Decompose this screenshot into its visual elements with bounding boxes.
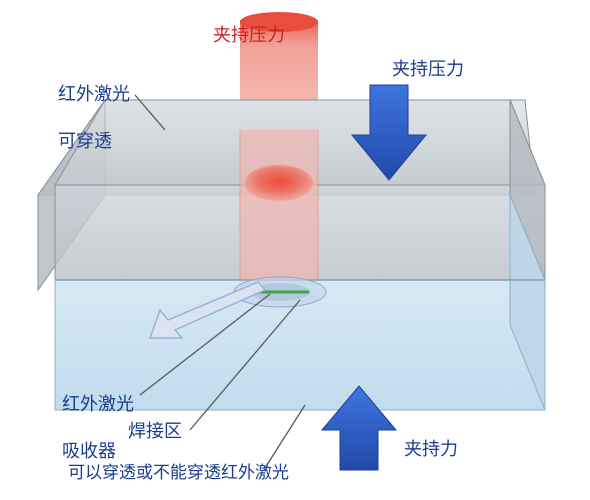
label-absorber-l2: 吸收器: [62, 441, 116, 461]
label-top-red: 夹持压力: [213, 24, 285, 47]
label-bottom-text: 可以穿透或不能穿透红外激光: [68, 462, 289, 484]
label-top-left-l1: 红外激光: [58, 84, 130, 104]
label-absorber: 红外激光 吸收器: [62, 370, 134, 464]
label-weld-zone: 焊接区: [128, 420, 182, 443]
label-bottom-right: 夹持力: [404, 438, 458, 461]
label-top-left-l2: 可穿透: [58, 131, 112, 151]
label-absorber-l1: 红外激光: [62, 394, 134, 414]
label-top-right: 夹持压力: [392, 58, 464, 81]
diagram-stage: 夹持压力 夹持压力 红外激光 可穿透 红外激光 吸收器 焊接区 可以穿透或不能穿…: [0, 0, 590, 500]
laser-spot: [245, 165, 313, 201]
label-top-left: 红外激光 可穿透: [58, 60, 130, 154]
